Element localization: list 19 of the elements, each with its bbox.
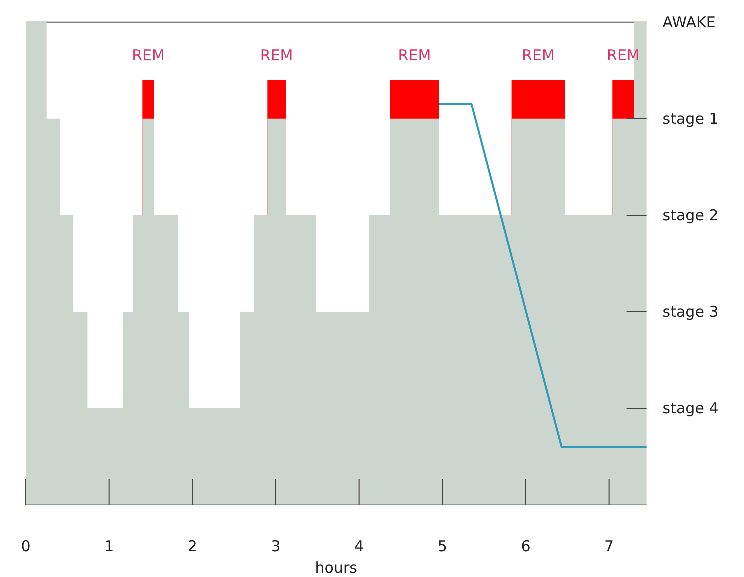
- annotation: REM: [522, 46, 555, 64]
- annotation: REM: [398, 46, 432, 64]
- x-tick-label: 3: [271, 538, 281, 556]
- x-tick-label: 7: [604, 538, 614, 556]
- x-tick-label: 0: [21, 538, 31, 556]
- x-tick-label: 5: [438, 538, 448, 556]
- annotation: REM: [607, 46, 640, 64]
- annotation: REM: [132, 46, 165, 64]
- x-tick-label: 6: [521, 538, 531, 556]
- x-axis-title: hours: [315, 559, 358, 577]
- text: AWAKE: [662, 14, 716, 32]
- x-tick-label: 4: [354, 538, 364, 556]
- text: stage 4: [662, 400, 719, 418]
- text: stage 1: [662, 110, 719, 128]
- text: stage 3: [662, 303, 719, 322]
- annotation: REM: [260, 46, 294, 64]
- text: stage 2: [662, 206, 719, 225]
- x-tick-label: 2: [188, 538, 198, 556]
- x-tick-label: 1: [104, 538, 114, 556]
